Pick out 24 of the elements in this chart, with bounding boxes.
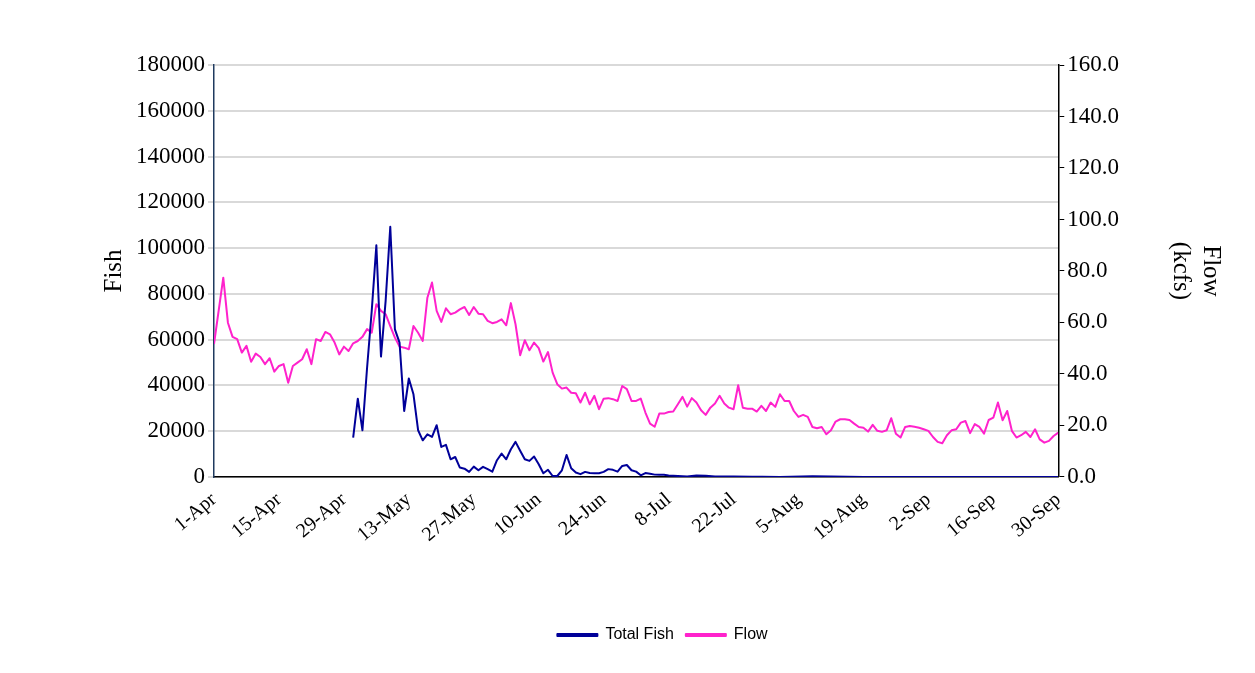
y2-axis-title: Flow (kcfs) xyxy=(1168,241,1227,301)
legend-label: Flow xyxy=(733,625,769,643)
y2-tick-label: 80.0 xyxy=(1067,257,1108,282)
y-tick-label: 0 xyxy=(193,462,205,488)
y-axis-title: Fish xyxy=(98,248,126,293)
y2-tick-label: 40.0 xyxy=(1067,359,1108,385)
y2-tick-label: 20.0 xyxy=(1067,411,1108,437)
y-tick-label: 20000 xyxy=(147,417,205,443)
y-tick-label: 60000 xyxy=(147,325,205,351)
x-tick-label: 8-Jul xyxy=(629,487,675,530)
y-tick-label: 100000 xyxy=(136,234,205,260)
y2-tick-label: 140.0 xyxy=(1067,102,1119,128)
y-tick-label: 160000 xyxy=(136,96,205,122)
y2-tick-label: 60.0 xyxy=(1067,308,1108,334)
y2-tick-label: 100.0 xyxy=(1067,205,1119,231)
y-tick-label: 140000 xyxy=(136,142,205,168)
y-tick-label: 180000 xyxy=(136,51,205,77)
y2-tick-label: 120.0 xyxy=(1067,154,1119,180)
y2-tick-label: 160.0 xyxy=(1067,51,1119,77)
y-tick-label: 120000 xyxy=(136,188,205,214)
y-tick-label: 80000 xyxy=(147,279,205,305)
y2-tick-label: 0.0 xyxy=(1067,462,1096,488)
y-tick-label: 40000 xyxy=(147,371,205,397)
legend-label: Total Fish xyxy=(605,625,674,643)
